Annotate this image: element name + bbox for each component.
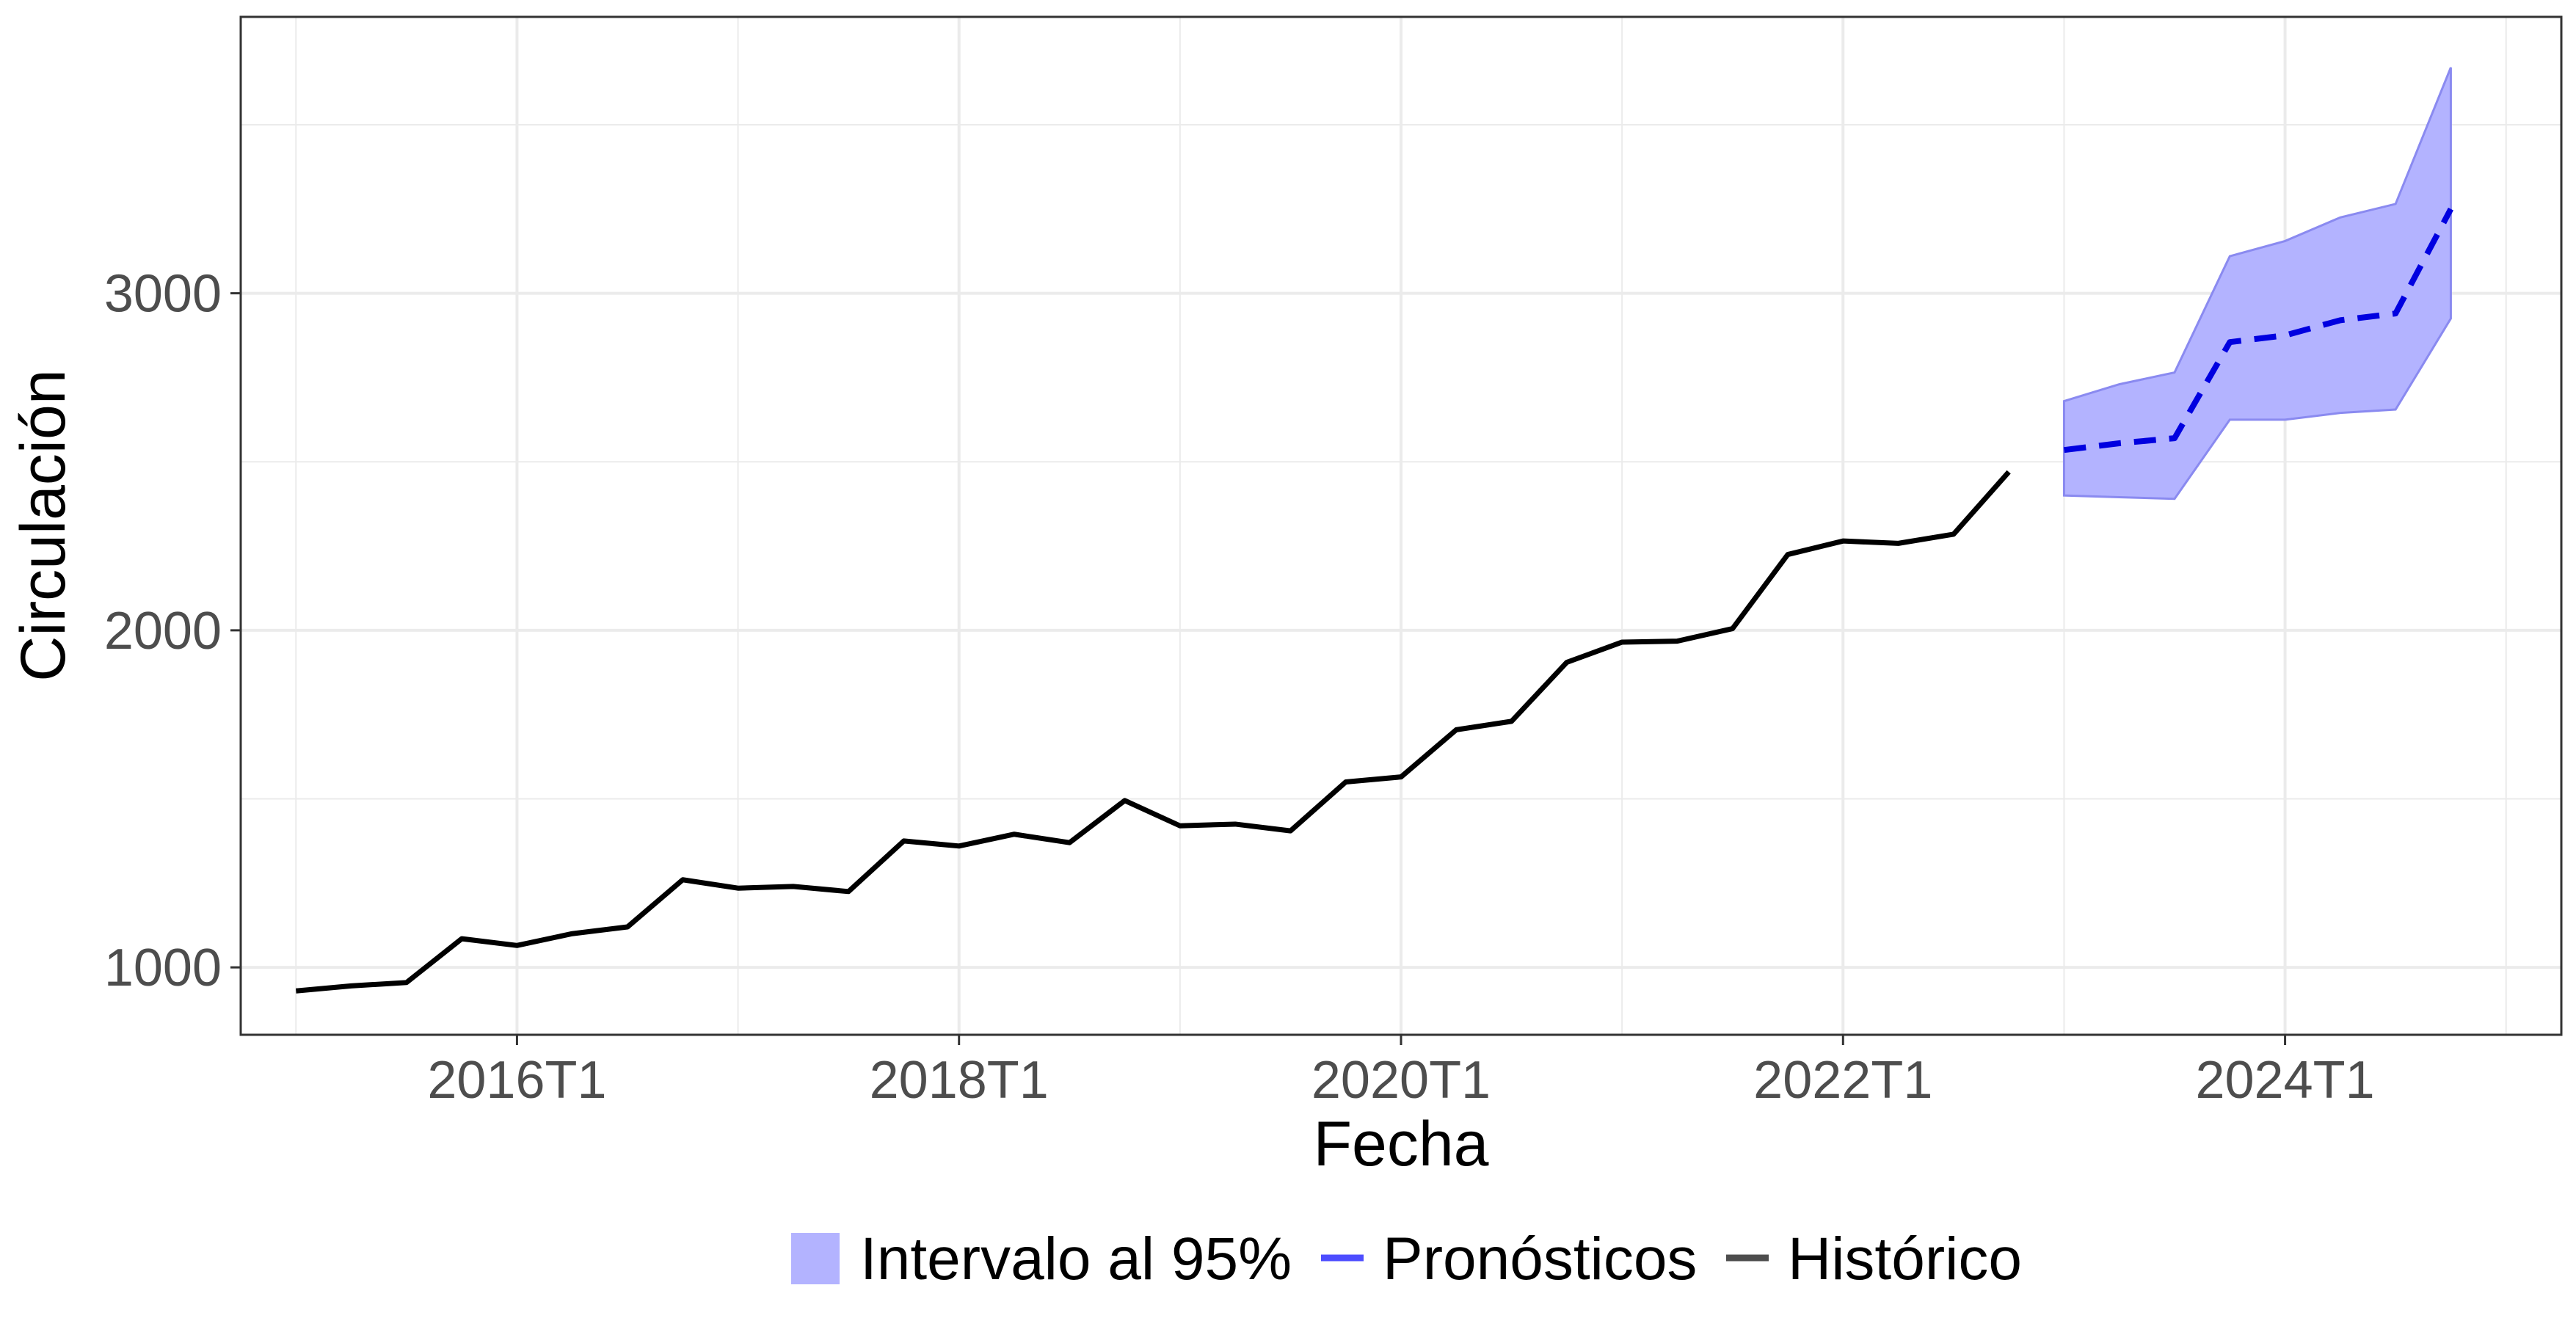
y-tick-label-2: 3000 — [104, 265, 222, 324]
legend: Intervalo al 95% Pronósticos Histórico — [791, 1226, 2022, 1292]
legend-label-intervalo: Intervalo al 95% — [860, 1226, 1292, 1292]
line-layer — [295, 207, 2453, 994]
x-tick-label-0: 2016T1 — [427, 1051, 606, 1110]
ribbon-layer — [2062, 67, 2452, 501]
x-axis: 2016T1 2018T1 2020T1 2022T1 2024T1 — [427, 1035, 2375, 1110]
legend-key-intervalo — [791, 1233, 840, 1284]
x-tick-label-4: 2024T1 — [2195, 1051, 2374, 1110]
forecast-line — [2063, 207, 2453, 454]
legend-label-historico: Histórico — [1788, 1226, 2022, 1292]
y-tick-label-1: 2000 — [104, 602, 222, 660]
x-tick-label-1: 2018T1 — [870, 1051, 1049, 1110]
y-axis: 1000 2000 3000 — [104, 265, 241, 997]
x-tick-label-2: 2020T1 — [1311, 1051, 1491, 1110]
y-axis-title: Circulación — [8, 369, 79, 681]
historical-line — [295, 470, 2011, 994]
x-axis-title: Fecha — [1313, 1109, 1488, 1179]
grid-major — [241, 17, 2561, 1035]
y-tick-label-0: 1000 — [104, 939, 222, 997]
legend-label-pronostico: Pronósticos — [1383, 1226, 1697, 1292]
forecast-interval-band — [2062, 67, 2452, 501]
grid-minor — [241, 17, 2561, 1035]
x-tick-label-3: 2022T1 — [1753, 1051, 1932, 1110]
